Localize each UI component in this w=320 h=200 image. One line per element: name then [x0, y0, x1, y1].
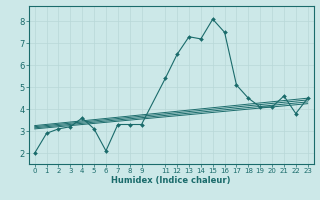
- X-axis label: Humidex (Indice chaleur): Humidex (Indice chaleur): [111, 176, 231, 185]
